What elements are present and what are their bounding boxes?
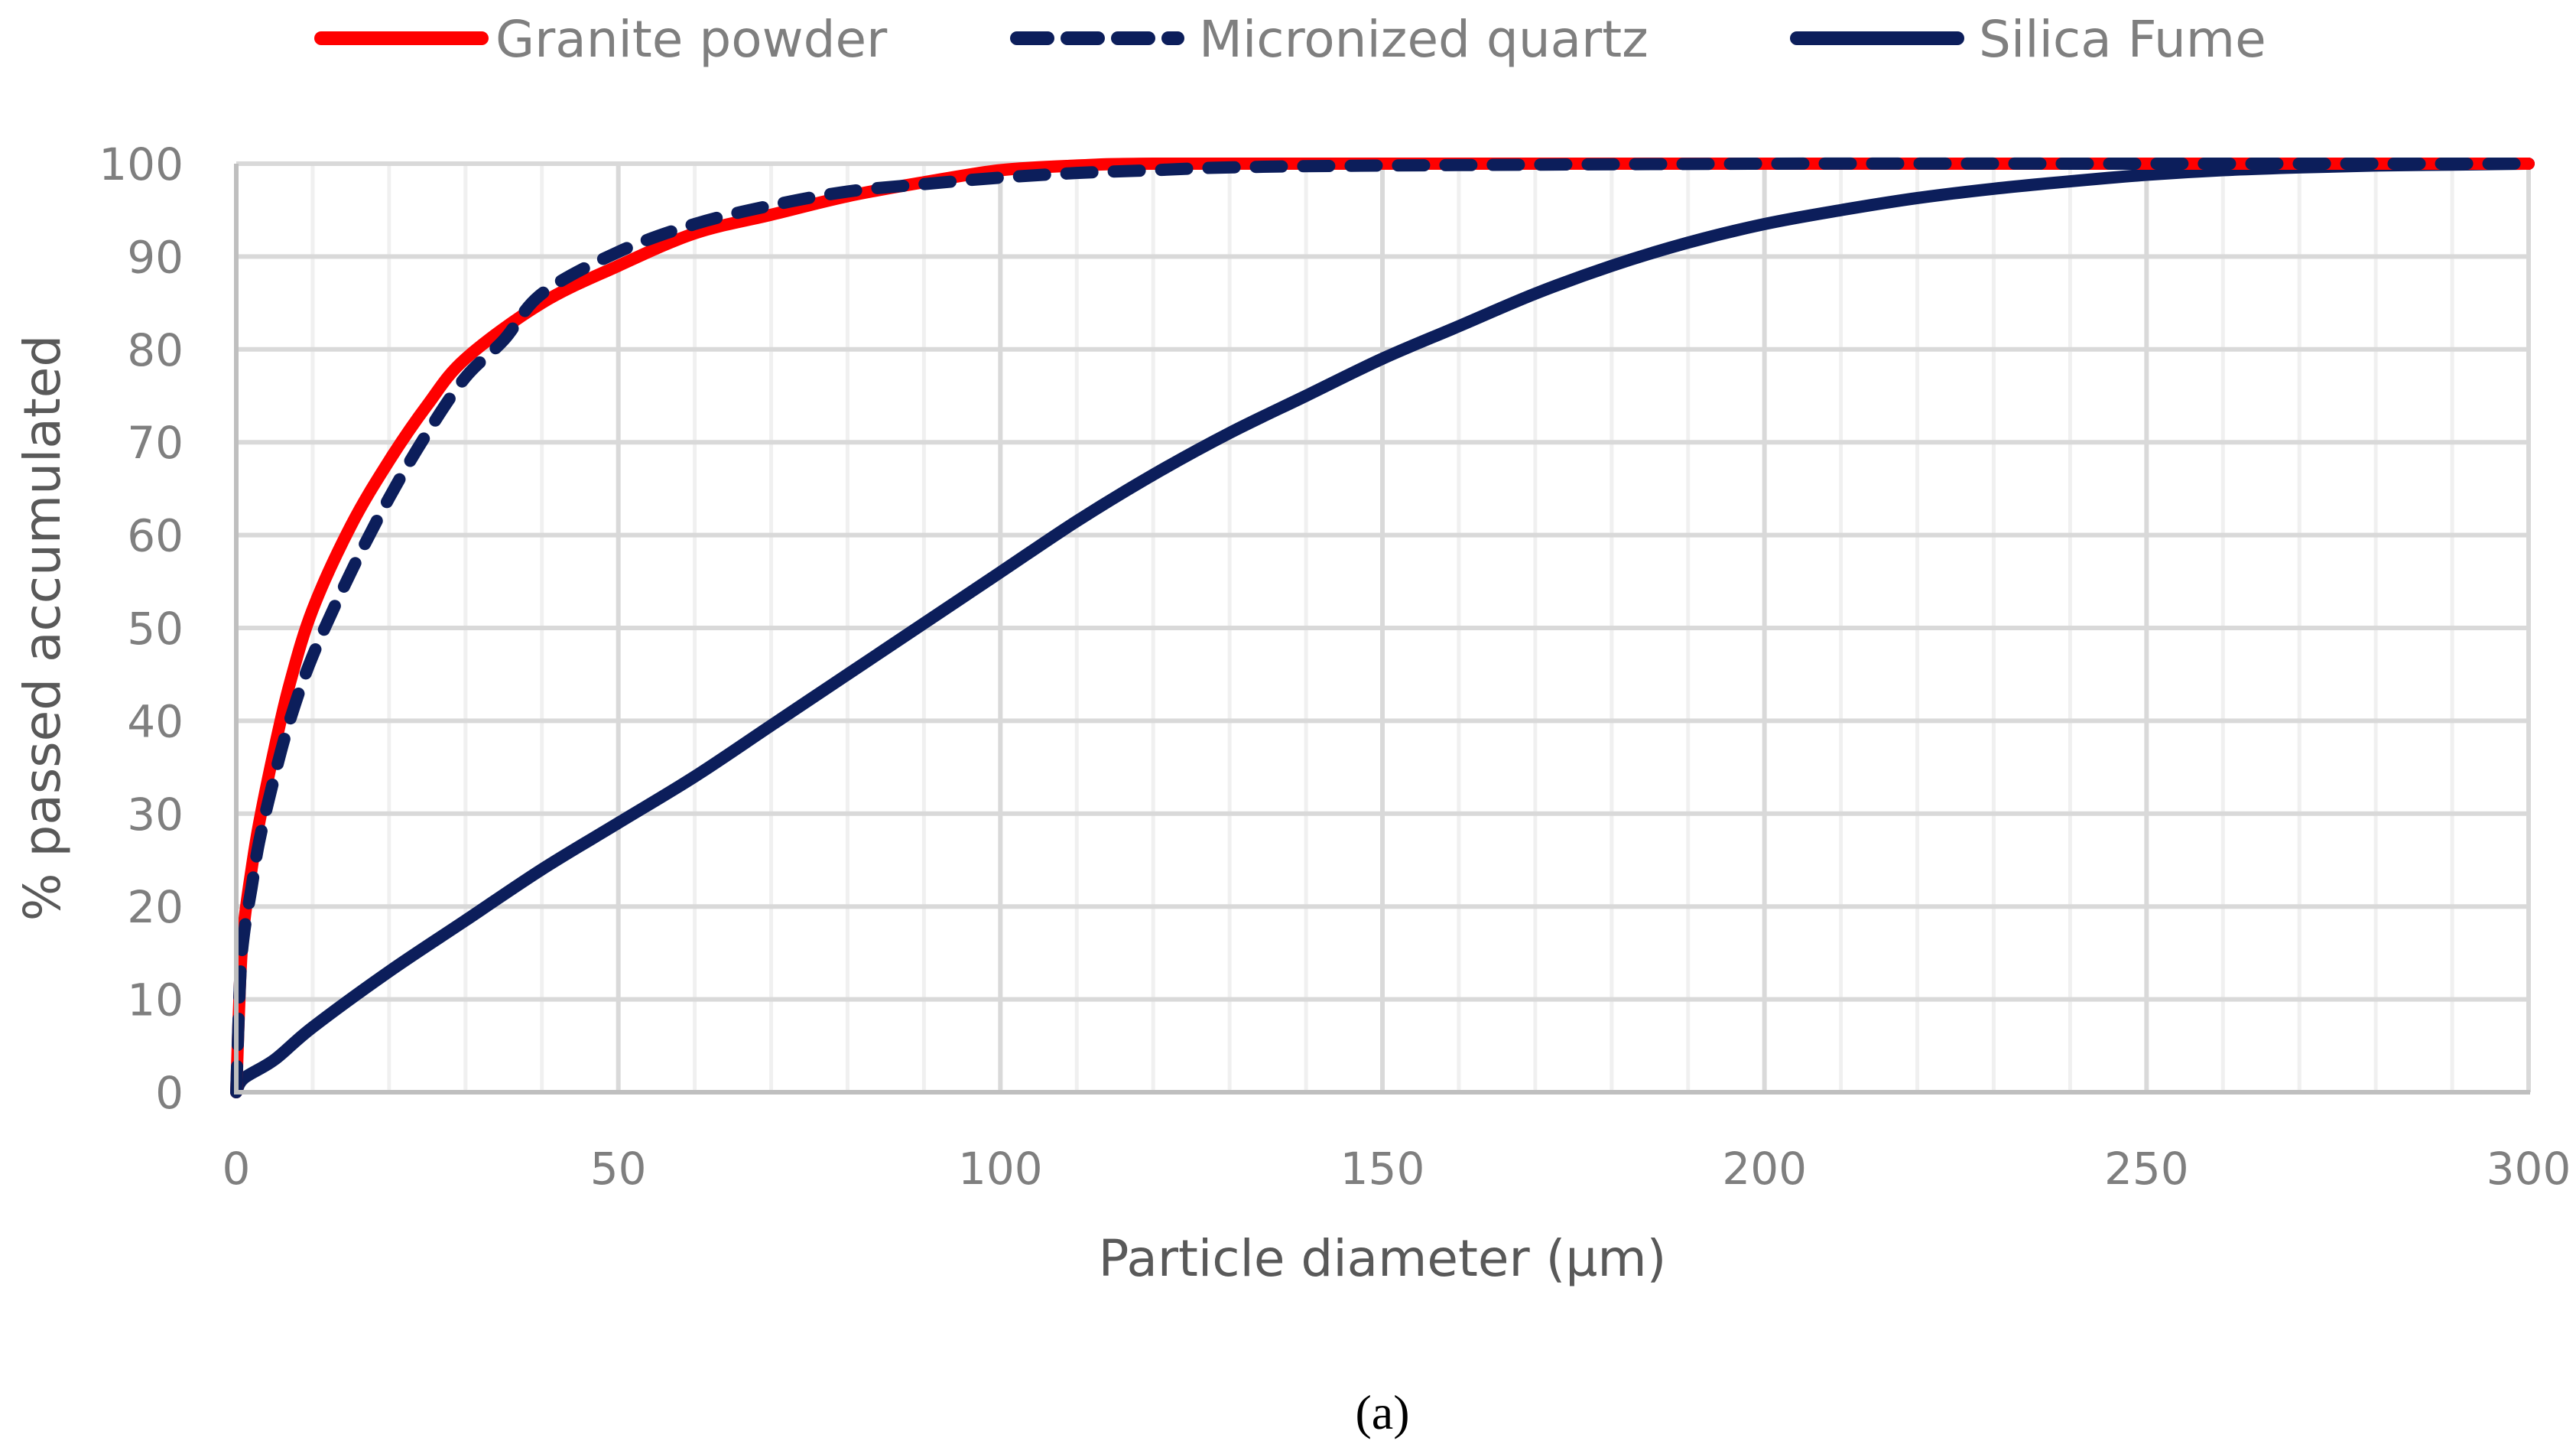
x-tick-label: 100 <box>958 1143 1043 1195</box>
x-tick-label: 150 <box>1340 1143 1425 1195</box>
x-axis-ticks: 0 50 100 150 200 250 300 <box>223 1143 2571 1195</box>
y-tick-label: 80 <box>127 324 184 376</box>
y-tick-label: 60 <box>127 510 184 562</box>
series-line-micronized-quartz <box>230 157 2535 1098</box>
x-tick-label: 200 <box>1722 1143 1807 1195</box>
series-line-silica-fume <box>230 158 2535 1098</box>
data-series <box>230 157 2535 1098</box>
legend-item-micronized-quartz: Micronized quartz <box>1010 10 1649 69</box>
y-tick-label: 40 <box>127 695 184 747</box>
y-axis-title: % passed accumulated <box>13 335 72 921</box>
y-tick-label: 10 <box>127 974 184 1026</box>
x-axis-title: Particle diameter (µm) <box>1099 1229 1667 1288</box>
x-tick-label: 250 <box>2104 1143 2189 1195</box>
y-tick-label: 20 <box>127 881 184 933</box>
x-tick-label: 50 <box>590 1143 647 1195</box>
figure-caption: (a) <box>1355 1385 1409 1439</box>
legend-label: Granite powder <box>495 10 888 69</box>
y-axis-ticks: 0 10 20 30 40 50 60 70 80 90 100 <box>99 138 184 1119</box>
legend-item-silica-fume: Silica Fume <box>1790 10 2266 69</box>
y-tick-label: 90 <box>127 231 184 283</box>
y-tick-label: 50 <box>127 603 184 655</box>
y-tick-label: 30 <box>127 789 184 841</box>
y-tick-label: 0 <box>155 1067 184 1119</box>
legend-item-granite-powder: Granite powder <box>314 10 888 69</box>
y-tick-label: 70 <box>127 417 184 469</box>
legend: Granite powder Micronized quartz Silica … <box>314 10 2266 69</box>
legend-label: Silica Fume <box>1979 10 2266 69</box>
gridlines <box>236 161 2531 1092</box>
legend-label: Micronized quartz <box>1199 10 1649 69</box>
y-tick-label: 100 <box>99 138 184 190</box>
x-tick-label: 300 <box>2487 1143 2571 1195</box>
x-tick-label: 0 <box>223 1143 251 1195</box>
